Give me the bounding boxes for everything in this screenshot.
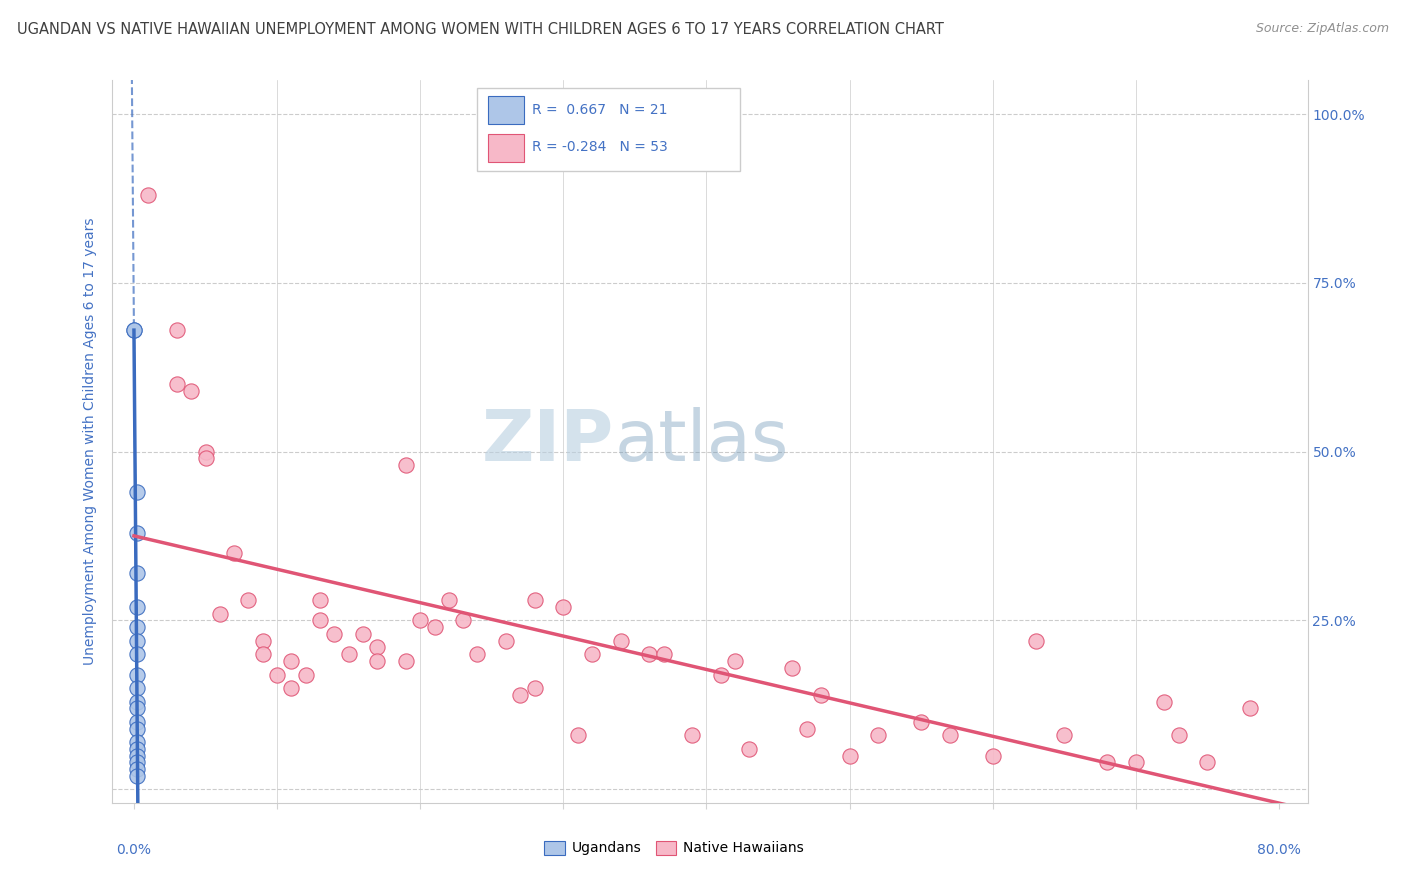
Legend: Ugandans, Native Hawaiians: Ugandans, Native Hawaiians	[538, 835, 810, 861]
Point	[208, 607, 231, 621]
Point	[194, 444, 217, 458]
Point	[125, 599, 148, 614]
Point	[495, 633, 517, 648]
Point	[1197, 756, 1219, 770]
Point	[467, 647, 489, 661]
Point	[125, 722, 148, 736]
Text: atlas: atlas	[614, 407, 789, 476]
Point	[366, 640, 388, 655]
Point	[125, 633, 148, 648]
Point	[280, 681, 302, 695]
Point	[553, 599, 575, 614]
Point	[352, 627, 374, 641]
Point	[125, 769, 148, 783]
Point	[125, 735, 148, 749]
Point	[323, 627, 346, 641]
Point	[581, 647, 603, 661]
Point	[423, 620, 446, 634]
Point	[451, 614, 474, 628]
Point	[294, 667, 316, 681]
Y-axis label: Unemployment Among Women with Children Ages 6 to 17 years: Unemployment Among Women with Children A…	[83, 218, 97, 665]
Text: 80.0%: 80.0%	[1257, 843, 1301, 856]
Point	[395, 458, 418, 472]
Point	[125, 485, 148, 500]
Point	[638, 647, 661, 661]
Point	[810, 688, 832, 702]
Point	[1153, 694, 1175, 708]
Text: ZIP: ZIP	[482, 407, 614, 476]
Point	[125, 701, 148, 715]
Point	[1125, 756, 1147, 770]
Point	[681, 728, 703, 742]
Point	[136, 188, 159, 202]
Point	[337, 647, 360, 661]
Point	[981, 748, 1004, 763]
Point	[166, 377, 188, 392]
Point	[509, 688, 531, 702]
Point	[1095, 756, 1118, 770]
Point	[224, 546, 246, 560]
Point	[724, 654, 747, 668]
Point	[796, 722, 818, 736]
Point	[939, 728, 962, 742]
Point	[125, 714, 148, 729]
Point	[1053, 728, 1076, 742]
Point	[309, 614, 332, 628]
Point	[567, 728, 589, 742]
Point	[409, 614, 432, 628]
Point	[125, 748, 148, 763]
Point	[125, 667, 148, 681]
Point	[125, 756, 148, 770]
Point	[125, 762, 148, 776]
Point	[1025, 633, 1047, 648]
Point	[437, 593, 460, 607]
Point	[122, 323, 145, 337]
Point	[838, 748, 860, 763]
Point	[523, 593, 546, 607]
Text: UGANDAN VS NATIVE HAWAIIAN UNEMPLOYMENT AMONG WOMEN WITH CHILDREN AGES 6 TO 17 Y: UGANDAN VS NATIVE HAWAIIAN UNEMPLOYMENT …	[17, 22, 943, 37]
Text: 0.0%: 0.0%	[117, 843, 152, 856]
Point	[125, 694, 148, 708]
Text: Source: ZipAtlas.com: Source: ZipAtlas.com	[1256, 22, 1389, 36]
Point	[252, 647, 274, 661]
Point	[609, 633, 631, 648]
Point	[238, 593, 260, 607]
Point	[910, 714, 932, 729]
Point	[166, 323, 188, 337]
Point	[868, 728, 890, 742]
Point	[782, 661, 804, 675]
Point	[125, 620, 148, 634]
Point	[738, 741, 761, 756]
Point	[652, 647, 675, 661]
Point	[180, 384, 202, 398]
Point	[266, 667, 288, 681]
Point	[309, 593, 332, 607]
Point	[252, 633, 274, 648]
Point	[1239, 701, 1261, 715]
Point	[366, 654, 388, 668]
Point	[710, 667, 733, 681]
Point	[1167, 728, 1189, 742]
Point	[280, 654, 302, 668]
Point	[125, 741, 148, 756]
Point	[194, 451, 217, 466]
Point	[395, 654, 418, 668]
Point	[523, 681, 546, 695]
Point	[125, 647, 148, 661]
Point	[125, 566, 148, 581]
Point	[125, 681, 148, 695]
Point	[125, 525, 148, 540]
Point	[122, 323, 145, 337]
